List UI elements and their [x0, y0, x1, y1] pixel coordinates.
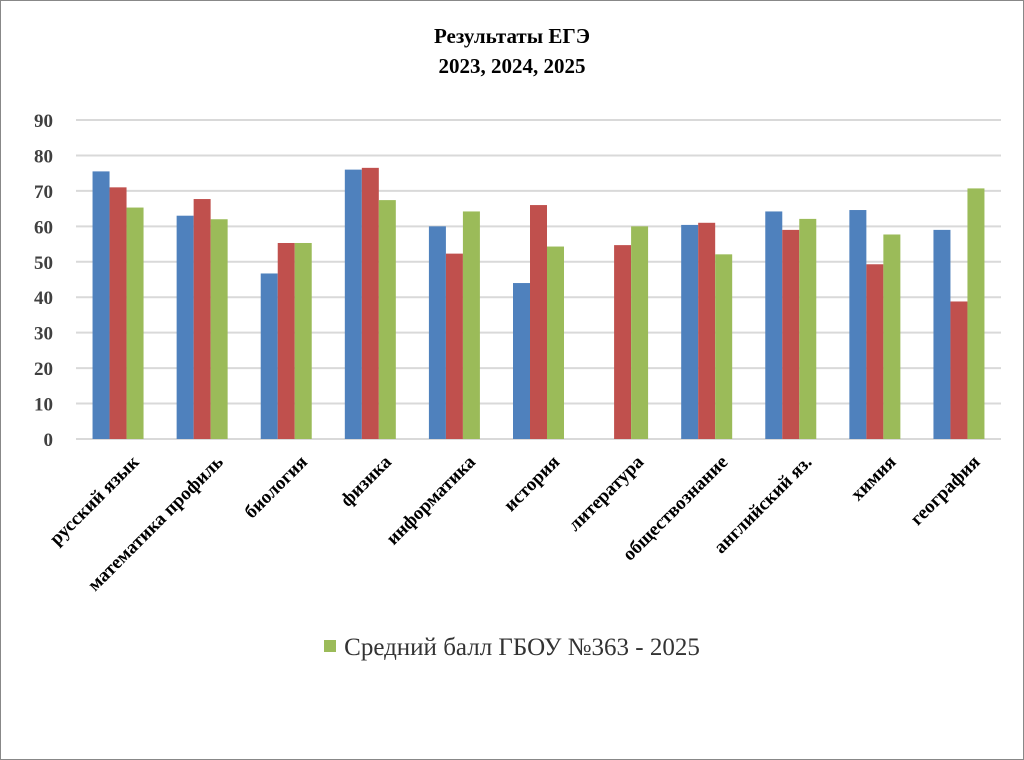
bar — [883, 234, 901, 439]
bar — [614, 245, 632, 439]
bar — [715, 254, 733, 439]
bar — [530, 205, 547, 439]
bar — [967, 188, 985, 439]
x-tick-label: информатика — [382, 451, 480, 549]
bar — [109, 187, 127, 439]
bar — [176, 215, 194, 439]
bar — [849, 210, 867, 439]
bar — [681, 224, 699, 439]
bar — [866, 264, 884, 439]
x-tick-label: математика профиль — [84, 452, 228, 596]
y-tick-label: 30 — [34, 324, 53, 345]
x-tick-label: история — [500, 452, 564, 516]
bar — [631, 226, 649, 439]
bar — [260, 273, 278, 439]
bar — [361, 167, 379, 439]
bar — [782, 229, 800, 439]
bar — [933, 229, 951, 439]
bar — [799, 218, 817, 439]
y-tick-label: 80 — [34, 146, 53, 167]
bar — [378, 200, 396, 439]
y-tick-label: 40 — [34, 288, 53, 309]
y-tick-label: 90 — [34, 111, 53, 132]
bar — [193, 199, 211, 439]
y-tick-label: 50 — [34, 253, 53, 274]
y-tick-label: 10 — [34, 395, 53, 416]
legend-item: Средний балл ГБОУ №363 - 2025 — [324, 634, 700, 661]
bar — [445, 253, 463, 439]
x-tick-label: география — [906, 452, 984, 530]
chart-title-line1: Результаты ЕГЭ — [433, 24, 591, 48]
bar — [462, 211, 480, 439]
bar — [294, 242, 312, 439]
y-tick-label: 70 — [34, 182, 53, 203]
bar — [428, 226, 446, 439]
bar — [126, 207, 144, 439]
legend-swatch — [324, 640, 337, 653]
x-tick-label: химия — [847, 452, 900, 505]
x-tick-label: литература — [564, 451, 648, 535]
x-tick-label: биология — [241, 452, 312, 523]
legend-label: Средний балл ГБОУ №363 - 2025 — [344, 634, 700, 661]
bar — [344, 169, 362, 439]
x-tick-label: физика — [337, 451, 397, 511]
bar — [277, 242, 295, 439]
y-tick-label: 60 — [34, 217, 53, 238]
chart-subtitle: 2023, 2024, 2025 — [438, 54, 586, 78]
chart-title: Результаты ЕГЭ 2023, 2024, 2025 — [1, 21, 1023, 81]
legend: Средний балл ГБОУ №363 - 2025 — [1, 634, 1023, 662]
bar — [950, 301, 968, 439]
bar — [513, 283, 530, 439]
y-tick-label: 20 — [34, 359, 53, 380]
y-tick-label: 0 — [44, 430, 54, 451]
bar — [92, 171, 110, 439]
bar — [547, 246, 564, 439]
bar — [765, 211, 783, 439]
bar — [698, 222, 716, 439]
bar — [210, 219, 228, 439]
